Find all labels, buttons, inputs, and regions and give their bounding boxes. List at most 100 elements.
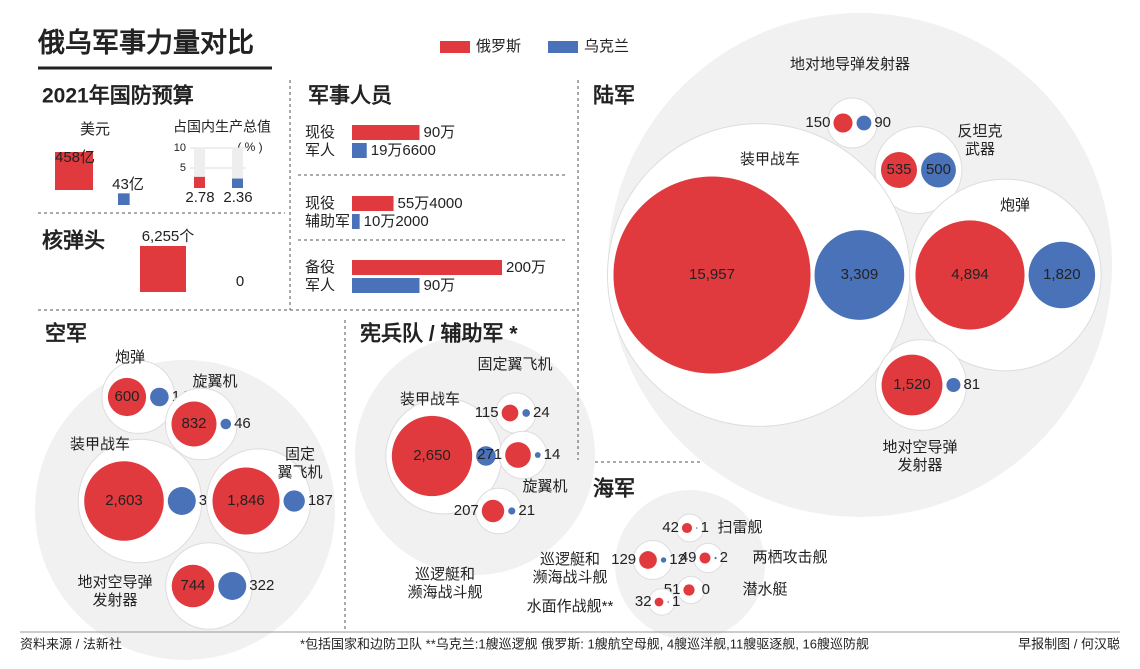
section-title: 空军 <box>45 322 87 346</box>
label: ( % ) <box>237 140 262 154</box>
category-label: 水面作战舰** <box>527 598 614 615</box>
value-label: 1 <box>672 593 680 610</box>
bubble <box>476 446 496 466</box>
bubble <box>660 557 667 563</box>
value-label: 43亿 <box>112 176 144 193</box>
category-label: 旋翼机 <box>192 373 237 390</box>
category-label: 地对空导弹 <box>77 574 152 591</box>
gdp-track <box>194 148 205 188</box>
bubble <box>946 377 961 393</box>
bubble <box>654 597 664 607</box>
value-label: 322 <box>249 577 274 594</box>
gdp-track <box>232 148 243 188</box>
bubble <box>107 377 147 417</box>
value-label: 1,846 <box>227 492 265 509</box>
budget-square <box>55 152 93 190</box>
category-label: 发射器 <box>92 592 137 609</box>
category-label: 发射器 <box>897 457 942 474</box>
bubble <box>84 461 164 541</box>
title: 俄乌军事力量对比 <box>37 27 254 58</box>
row-label: 军人 <box>305 277 335 294</box>
value-label: 14 <box>544 446 561 463</box>
bubble <box>667 601 669 603</box>
value-label: 90 <box>874 114 891 131</box>
bubble <box>699 552 711 564</box>
value-label: 6,255个 <box>142 228 195 245</box>
bubble <box>501 404 519 422</box>
value-label: 1,520 <box>893 376 931 393</box>
legend-swatch <box>548 41 578 53</box>
category-label: 炮弹 <box>1000 197 1030 214</box>
value-label: 10万2000 <box>364 213 429 230</box>
value-label: 744 <box>180 577 205 594</box>
section-title: 海军 <box>593 477 635 501</box>
budget-square <box>118 193 130 205</box>
category-label: 扫雷舰 <box>717 519 762 536</box>
bubble <box>881 354 943 416</box>
category-label: 固定翼飞机 <box>477 356 552 373</box>
bubble <box>915 220 1025 330</box>
bubble <box>220 418 232 430</box>
gdp-bar <box>194 176 205 188</box>
legend-label: 乌克兰 <box>584 38 629 55</box>
value-label: 0 <box>236 273 244 290</box>
value-label: 832 <box>181 415 206 432</box>
category-label: 两栖攻击舰 <box>752 549 827 566</box>
label: 占国内生产总值 <box>173 119 271 135</box>
bar <box>352 278 420 293</box>
value-label: 12 <box>669 551 686 568</box>
value-label: 2.36 <box>223 189 252 206</box>
row-label: 现役 <box>305 195 335 212</box>
value-label: 129 <box>611 551 636 568</box>
bubble <box>391 415 473 497</box>
category-label: 武器 <box>965 141 995 158</box>
value-label: 150 <box>805 114 830 131</box>
value-label: 500 <box>926 161 951 178</box>
category-label: 地对地导弹发射器 <box>790 56 910 73</box>
value-label: 90万 <box>424 277 456 294</box>
value-label: 42 <box>662 519 679 536</box>
value-label: 458亿 <box>55 149 95 166</box>
bubble <box>481 499 505 523</box>
source: 资料来源 / 法新社 <box>20 636 122 651</box>
legend-label: 俄罗斯 <box>476 38 521 55</box>
value-label: 90万 <box>424 124 456 141</box>
category-label: 巡逻艇和 <box>415 566 475 583</box>
value-label: 200万 <box>506 259 546 276</box>
bubble <box>218 572 247 600</box>
bubble <box>921 152 956 188</box>
category-label: 地对空导弹 <box>882 439 957 456</box>
section-title: 核弹头 <box>42 229 105 253</box>
bubble <box>880 151 918 189</box>
category-label: 巡逻艇和 <box>540 551 600 568</box>
value-label: 21 <box>518 502 535 519</box>
category-label: 翼飞机 <box>277 464 322 481</box>
value-label: 81 <box>963 376 980 393</box>
value-label: 1,820 <box>1043 266 1081 283</box>
bar <box>352 125 420 140</box>
bubble <box>814 230 905 320</box>
bar <box>352 196 394 211</box>
category-label: 旋翼机 <box>522 478 567 495</box>
bubble <box>683 584 695 596</box>
value-label: 55万4000 <box>398 195 463 212</box>
bubble <box>508 507 516 515</box>
value-label: 15,957 <box>689 266 735 283</box>
value-label: 2.78 <box>185 189 214 206</box>
bubble <box>639 551 657 569</box>
row-label: 现役 <box>305 124 335 141</box>
gdp-bar <box>232 178 243 188</box>
bubble <box>171 564 215 608</box>
category-label: 反坦克 <box>957 123 1002 140</box>
value-label: 46 <box>234 415 251 432</box>
section-title: 宪兵队 / 辅助军 * <box>360 322 518 346</box>
bubble <box>505 442 531 468</box>
row-label: 备役 <box>305 259 335 276</box>
category-label: 濒海战斗舰 <box>532 569 607 586</box>
value-label: 49 <box>680 549 697 566</box>
bubble <box>212 467 280 535</box>
bubble <box>833 113 853 133</box>
row-label: 军人 <box>305 142 335 159</box>
nuke-square <box>140 246 186 292</box>
